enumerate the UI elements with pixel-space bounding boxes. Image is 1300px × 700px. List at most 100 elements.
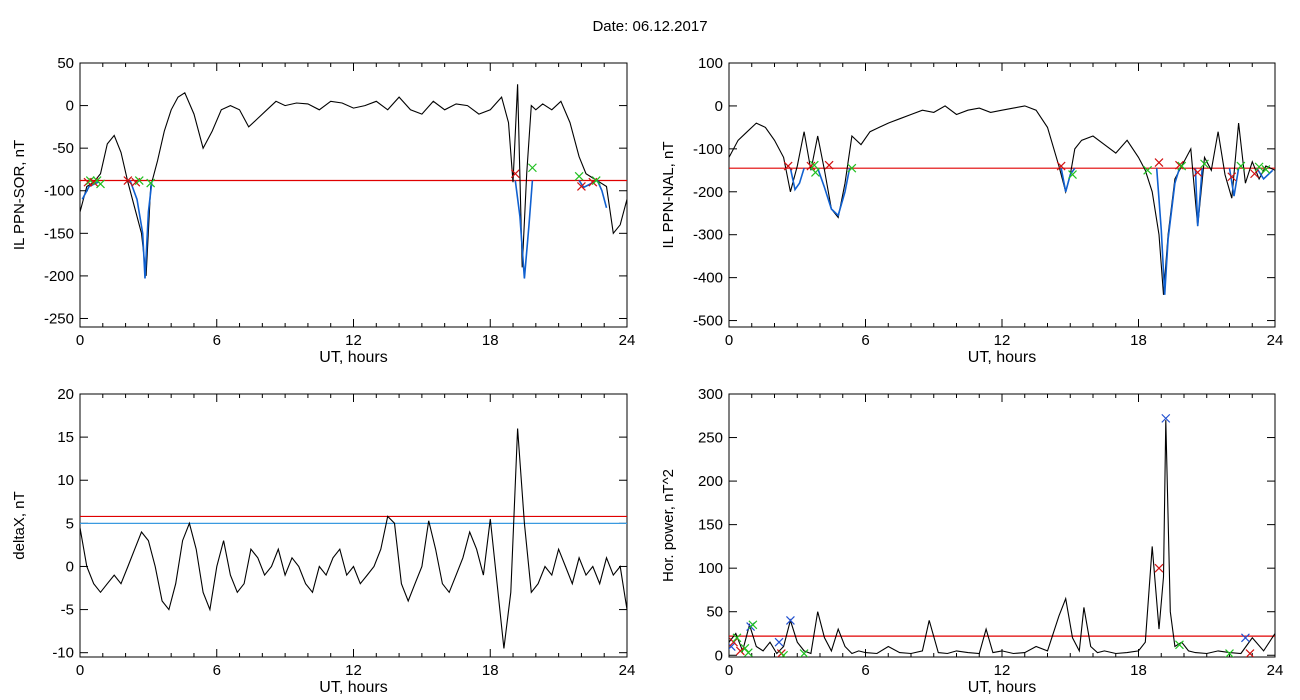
marker-stroke bbox=[1056, 161, 1066, 171]
event-marker bbox=[1161, 413, 1171, 423]
y-tick-label: 5 bbox=[66, 515, 74, 532]
event-marker bbox=[774, 637, 784, 647]
y-tick-label: -5 bbox=[61, 602, 74, 619]
plot-frame bbox=[728, 393, 1276, 658]
event-marker bbox=[1056, 161, 1066, 171]
marker-stroke bbox=[576, 182, 586, 191]
event-marker bbox=[740, 643, 750, 653]
marker-stroke bbox=[510, 169, 520, 179]
y-tick-label: -400 bbox=[693, 270, 723, 287]
x-axis-label: UT, hours bbox=[968, 349, 1036, 366]
marker-stroke bbox=[1143, 165, 1153, 175]
x-tick-label: 12 bbox=[994, 662, 1011, 679]
y-tick-label: -100 bbox=[693, 141, 723, 158]
event-marker bbox=[1154, 158, 1164, 168]
y-tick-label: 0 bbox=[66, 98, 74, 115]
marker-stroke bbox=[824, 160, 834, 170]
event-marker bbox=[576, 182, 586, 191]
highlight-segment bbox=[1060, 167, 1076, 193]
event-marker bbox=[591, 176, 601, 185]
marker-stroke bbox=[783, 161, 793, 171]
marker-stroke bbox=[740, 643, 750, 653]
y-tick-label: -250 bbox=[44, 310, 74, 327]
marker-stroke bbox=[96, 179, 105, 189]
x-tick-label: 0 bbox=[76, 332, 84, 349]
event-marker bbox=[96, 179, 105, 189]
marker-stroke bbox=[591, 176, 601, 185]
marker-stroke bbox=[743, 648, 753, 657]
highlight-segment bbox=[1155, 167, 1181, 295]
marker-stroke bbox=[732, 633, 742, 643]
y-tick-label: 300 bbox=[698, 386, 723, 403]
event-marker bbox=[809, 160, 819, 170]
highlight-segment bbox=[514, 180, 534, 279]
event-marker bbox=[1236, 161, 1246, 171]
y-tick-label: -200 bbox=[693, 184, 723, 201]
y-tick-label: 0 bbox=[715, 98, 723, 115]
highlight-segment bbox=[816, 167, 851, 217]
marker-stroke bbox=[1161, 413, 1171, 423]
y-axis-label: Hor. power, nT^2 bbox=[660, 469, 677, 582]
data-series-line bbox=[729, 420, 1275, 655]
y-tick-label: -10 bbox=[52, 645, 74, 662]
x-tick-label: 6 bbox=[861, 662, 869, 679]
event-marker bbox=[1227, 172, 1237, 182]
marker-stroke bbox=[1068, 170, 1077, 180]
marker-stroke bbox=[729, 637, 738, 647]
marker-stroke bbox=[748, 620, 758, 630]
event-marker bbox=[1154, 563, 1164, 573]
marker-stroke bbox=[1200, 159, 1209, 169]
chart-panel-power: 0 6 12 18 24 300 250 200 150 100 50 0 UT, hours Hor. … bbox=[660, 386, 1283, 696]
marker-stroke bbox=[1175, 160, 1184, 170]
marker-stroke bbox=[527, 163, 537, 173]
highlight-segment bbox=[789, 167, 805, 192]
marker-stroke bbox=[735, 646, 745, 656]
marker-stroke bbox=[1175, 640, 1184, 650]
event-marker bbox=[1143, 165, 1153, 175]
event-marker bbox=[824, 160, 834, 170]
x-tick-label: 18 bbox=[482, 662, 499, 679]
x-tick-label: 24 bbox=[619, 332, 636, 349]
x-tick-label: 12 bbox=[345, 662, 362, 679]
data-series-line bbox=[729, 105, 1275, 295]
y-tick-label: -50 bbox=[52, 140, 74, 157]
y-tick-label: 10 bbox=[57, 472, 74, 489]
x-tick-label: 0 bbox=[76, 662, 84, 679]
event-marker bbox=[729, 642, 736, 651]
event-marker bbox=[123, 176, 133, 185]
highlight-segment bbox=[1194, 168, 1203, 227]
marker-stroke bbox=[809, 160, 819, 170]
y-tick-label: -300 bbox=[693, 227, 723, 244]
marker-stroke bbox=[799, 649, 809, 657]
marker-stroke bbox=[786, 615, 795, 625]
event-marker bbox=[1068, 170, 1077, 180]
event-marker bbox=[510, 169, 520, 179]
event-marker bbox=[574, 171, 584, 181]
marker-stroke bbox=[1227, 172, 1237, 182]
plot-frame bbox=[728, 62, 1276, 328]
event-marker bbox=[847, 163, 857, 173]
y-tick-label: 100 bbox=[698, 55, 723, 72]
y-tick-label: 20 bbox=[57, 386, 74, 403]
plot-area bbox=[80, 84, 627, 279]
y-tick-label: -500 bbox=[693, 313, 723, 330]
event-marker bbox=[743, 648, 753, 657]
marker-stroke bbox=[781, 650, 789, 657]
x-tick-label: 18 bbox=[1130, 332, 1147, 349]
x-tick-label: 6 bbox=[861, 332, 869, 349]
event-marker bbox=[1175, 640, 1184, 650]
plot-area bbox=[80, 428, 627, 649]
event-marker bbox=[1254, 162, 1264, 172]
event-marker bbox=[527, 163, 537, 173]
y-tick-label: 100 bbox=[698, 560, 723, 577]
chart-panel-deltax: 0 6 12 18 24 20 15 10 5 0 -5 -10 UT, hours deltaX, nT bbox=[11, 386, 635, 696]
highlight-segment bbox=[129, 180, 153, 279]
marker-stroke bbox=[123, 176, 133, 185]
y-tick-label: -100 bbox=[44, 183, 74, 200]
x-tick-label: 18 bbox=[1130, 662, 1147, 679]
event-marker bbox=[806, 161, 816, 171]
event-marker bbox=[783, 161, 793, 171]
y-tick-label: 15 bbox=[57, 429, 74, 446]
plot-frame bbox=[79, 62, 628, 328]
